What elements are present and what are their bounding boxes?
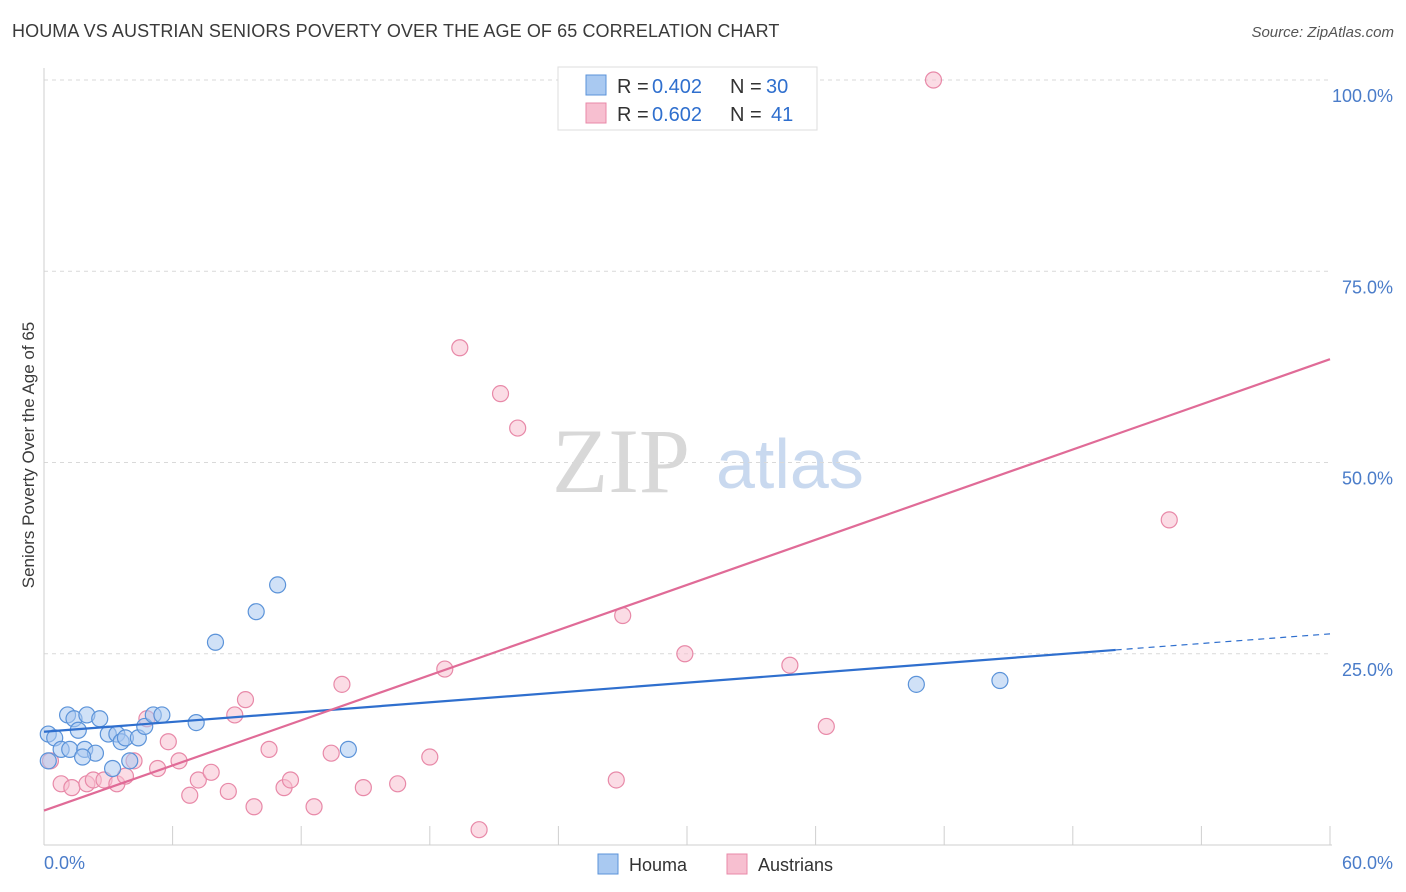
austrians-point (817, 717, 835, 736)
austrians-point (354, 779, 372, 797)
legend-houma-swatch (585, 74, 607, 96)
x-axis-ticks (43, 826, 1331, 845)
legend-austrians-r-label: R = (617, 104, 649, 126)
axes (43, 68, 1332, 846)
houma-point (247, 603, 265, 621)
houma-point (39, 752, 57, 770)
bottom-legend-austrians-label: Austrians (758, 855, 833, 875)
gridlines (44, 79, 1332, 655)
chart-title: HOUMA VS AUSTRIAN SENIORS POVERTY OVER T… (12, 21, 780, 41)
bottom-legend-houma-swatch (597, 853, 619, 875)
austrians-point (260, 740, 278, 758)
legend-austrians-n-label: N = (730, 104, 762, 126)
legend-austrians-swatch (585, 102, 607, 124)
houma-point (73, 748, 92, 766)
bottom-legend-houma-label: Houma (629, 855, 688, 875)
bottom-legend-austrians-swatch (726, 853, 748, 875)
houma-point (339, 740, 357, 758)
x-tick-label-min: 0.0% (44, 853, 85, 873)
austrians-point (389, 775, 407, 793)
austrians-point (607, 771, 625, 789)
legend-austrians-n-value: 41 (771, 104, 793, 126)
series-houma-points (39, 576, 1009, 778)
austrians-point (1160, 511, 1178, 529)
trend-lines (43, 358, 1331, 812)
y-axis-tick-labels: 25.0% 50.0% 75.0% 100.0% (1332, 86, 1393, 680)
austrians-point (63, 779, 81, 797)
watermark: ZIP atlas (552, 410, 864, 512)
austrians-point (245, 798, 263, 816)
austrians-point (491, 385, 510, 403)
y-tick-label: 100.0% (1332, 86, 1393, 106)
watermark-zip: ZIP (552, 410, 690, 512)
legend-houma-r-value: 0.402 (652, 76, 702, 98)
austrians-point (781, 656, 799, 674)
y-tick-label: 25.0% (1342, 660, 1393, 680)
legend-austrians-r-value: 0.602 (652, 104, 702, 126)
houma-point (153, 706, 171, 724)
y-tick-label: 75.0% (1342, 277, 1393, 297)
austrians-point (159, 733, 177, 751)
legend-houma-r-label: R = (617, 76, 649, 98)
houma-point (206, 633, 225, 651)
legend: R = 0.402 N = 30 R = 0.602 N = 41 (557, 66, 818, 131)
austrians-point (333, 675, 351, 693)
houma-point (907, 675, 925, 693)
x-tick-label-max: 60.0% (1342, 853, 1393, 873)
austrians-point (421, 748, 439, 766)
austrians-point (305, 798, 323, 816)
watermark-atlas: atlas (716, 425, 864, 503)
austrians-trend-line (43, 358, 1331, 812)
y-tick-label: 50.0% (1342, 469, 1393, 489)
houma-point (136, 717, 154, 736)
y-axis-title: Seniors Poverty Over the Age of 65 (19, 322, 38, 588)
austrians-point (509, 419, 527, 437)
austrians-point (924, 71, 943, 89)
legend-houma-n-label: N = (730, 76, 762, 98)
austrians-point (470, 821, 488, 839)
austrians-point (451, 339, 469, 357)
austrians-point (202, 763, 220, 781)
houma-point (91, 710, 109, 728)
bottom-legend: Houma Austrians (597, 853, 833, 875)
austrians-point (322, 744, 340, 762)
austrians-point (236, 691, 255, 709)
houma-point (121, 752, 139, 770)
austrians-point (676, 645, 694, 663)
houma-point (103, 759, 122, 778)
austrians-point (219, 782, 237, 801)
austrians-point (281, 771, 300, 789)
houma-trend-extension (1115, 633, 1331, 651)
austrians-point (181, 786, 199, 804)
legend-houma-n-value: 30 (766, 76, 788, 98)
austrians-point (226, 706, 244, 724)
houma-trend-line (43, 648, 1116, 733)
series-austrians-points (41, 71, 1178, 839)
source-credit: Source: ZipAtlas.com (1251, 24, 1394, 41)
austrians-point (189, 771, 207, 789)
houma-point (187, 713, 205, 732)
houma-point (991, 671, 1009, 690)
houma-point (269, 576, 287, 594)
